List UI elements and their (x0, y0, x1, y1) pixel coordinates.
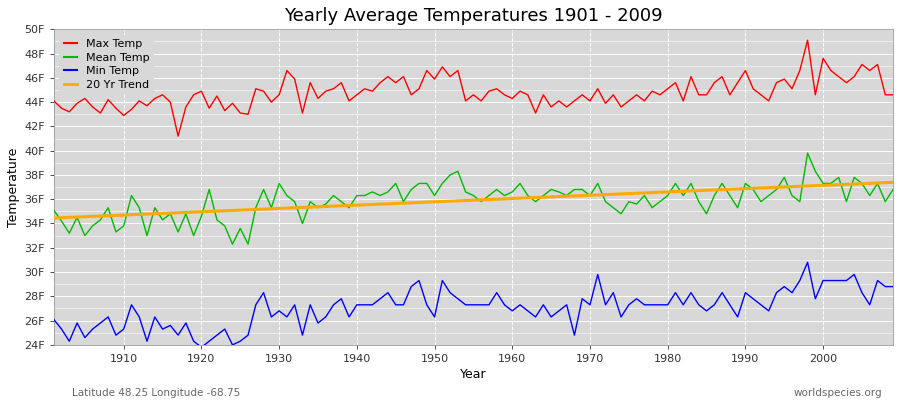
Text: worldspecies.org: worldspecies.org (794, 388, 882, 398)
Text: Latitude 48.25 Longitude -68.75: Latitude 48.25 Longitude -68.75 (72, 388, 240, 398)
Y-axis label: Temperature: Temperature (7, 147, 20, 227)
Legend: Max Temp, Mean Temp, Min Temp, 20 Yr Trend: Max Temp, Mean Temp, Min Temp, 20 Yr Tre… (59, 35, 154, 94)
X-axis label: Year: Year (460, 368, 487, 381)
Title: Yearly Average Temperatures 1901 - 2009: Yearly Average Temperatures 1901 - 2009 (284, 7, 662, 25)
